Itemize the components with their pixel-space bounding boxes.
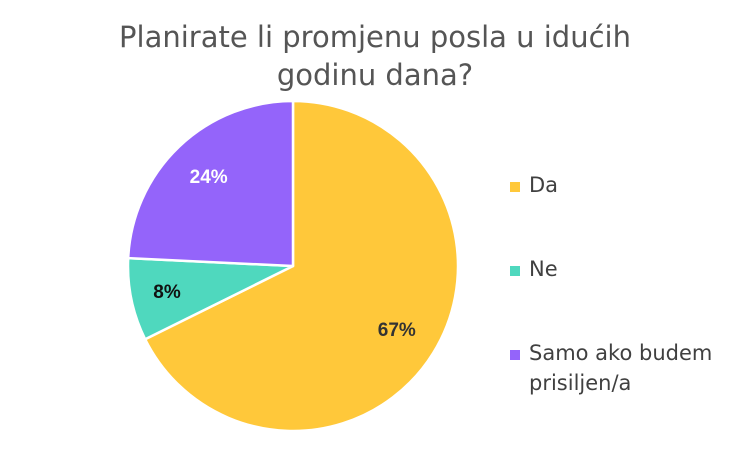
pie-slices (126, 99, 460, 433)
pie-data-labels: 67% 8% 24% (153, 167, 416, 341)
legend-swatch-ne (510, 266, 520, 276)
legend-item-da[interactable]: Da (510, 170, 740, 200)
chart-title: Planirate li promjenu posla u idućih god… (119, 20, 631, 92)
data-label-ne: 8% (153, 282, 181, 303)
legend-item-ne[interactable]: Ne (510, 254, 740, 284)
legend-label-da: Da (529, 173, 559, 197)
data-label-samo-ako-budem-prisiljen: 24% (190, 167, 228, 188)
legend-label-ne: Ne (529, 257, 558, 281)
legend-label-samo-ako-budem-prisiljen: Samo ako budem prisiljen/a (529, 341, 713, 395)
pie-slice-samo-ako-budem-prisiljen[interactable] (126, 99, 295, 268)
legend-swatch-da (510, 182, 520, 192)
data-label-da: 67% (378, 320, 416, 341)
legend-swatch-samo-ako-budem-prisiljen (510, 350, 520, 360)
pie-slice-da[interactable] (143, 99, 460, 433)
legend-item-samo-ako-budem-prisiljen[interactable]: Samo ako budem prisiljen/a (510, 338, 740, 398)
